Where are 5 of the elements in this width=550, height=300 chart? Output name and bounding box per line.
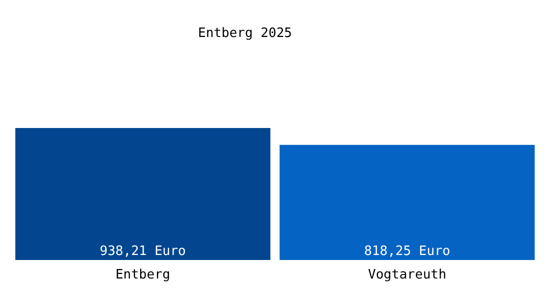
data-label: 818,25 Euro: [364, 244, 450, 259]
x-tick-label: Vogtareuth: [368, 268, 446, 282]
x-tick-label: Entberg: [115, 268, 170, 282]
chart-title: Entberg 2025: [198, 26, 292, 41]
data-label: 938,21 Euro: [100, 244, 186, 259]
